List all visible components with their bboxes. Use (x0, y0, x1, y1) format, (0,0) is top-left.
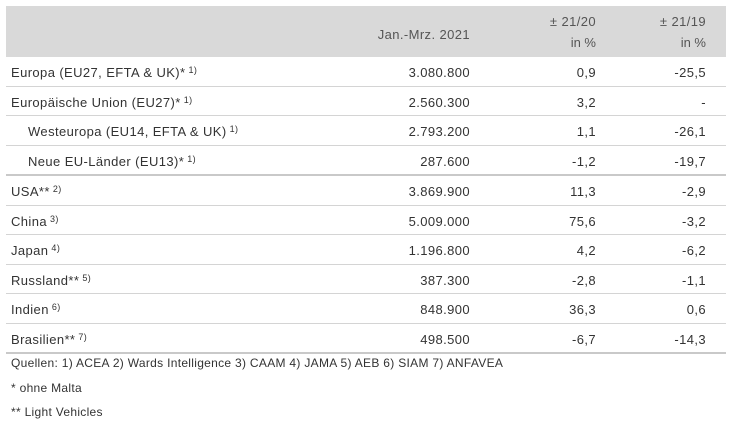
row-label: USA** (11, 184, 50, 199)
row-value: 3.080.800 (408, 65, 470, 80)
header-change-2020-unit: in % (570, 35, 596, 50)
row-label: Westeuropa (EU14, EFTA & UK) (28, 124, 227, 139)
row-change-2019: -19,7 (674, 153, 706, 169)
row-value: 1.196.800 (408, 243, 470, 258)
row-value: 387.300 (420, 272, 470, 288)
row-value: 5.009.000 (408, 213, 470, 229)
row-change-2019: -6,2 (681, 243, 706, 258)
row-value: 2.560.300 (408, 94, 470, 110)
row-change-2019: -3,2 (681, 213, 706, 229)
row-label: Europa (EU27, EFTA & UK)* (11, 65, 186, 80)
table-row: Europäische Union (EU27)* 1) 2.560.300 3,… (6, 87, 726, 116)
row-change-2020: 1,1 (576, 124, 596, 139)
row-footnote: 4) (51, 243, 61, 253)
table-row: USA** 2) 3.869.900 11,3 -2,9 (6, 176, 726, 206)
row-change-2019: 0,6 (686, 302, 706, 317)
table-row: Westeuropa (EU14, EFTA & UK) 1) 2.793.200… (6, 116, 726, 146)
header-period: Jan.-Mrz. 2021 (377, 27, 470, 42)
row-footnote: 7) (78, 331, 88, 342)
row-value: 498.500 (420, 331, 470, 347)
table-row: Brasilien** 7) 498.500 -6,7 -14,3 (6, 324, 726, 354)
row-change-2020: 75,6 (569, 213, 596, 229)
footnotes: Quellen: 1) ACEA 2) Wards Intelligence 3… (11, 355, 503, 429)
row-footnote: 5) (82, 272, 92, 283)
light-vehicles-note: ** Light Vehicles (11, 405, 103, 419)
row-change-2019: - (701, 94, 706, 110)
row-value: 287.600 (420, 153, 470, 169)
row-footnote: 1) (187, 153, 197, 164)
header-change-2019-unit: in % (680, 35, 706, 50)
table-row: Russland** 5) 387.300 -2,8 -1,1 (6, 265, 726, 294)
malta-note: * ohne Malta (11, 380, 82, 395)
row-change-2019: -2,9 (681, 184, 706, 199)
row-change-2020: 36,3 (569, 302, 596, 317)
row-change-2019: -14,3 (674, 331, 706, 347)
sources-note: Quellen: 1) ACEA 2) Wards Intelligence 3… (11, 356, 504, 370)
row-change-2020: 11,3 (570, 184, 596, 199)
row-change-2019: -26,1 (674, 124, 706, 139)
row-footnote: 1) (188, 65, 198, 75)
row-label: Japan (11, 243, 49, 258)
table-row: China 3) 5.009.000 75,6 -3,2 (6, 206, 726, 235)
row-footnote: 6) (51, 302, 61, 312)
row-footnote: 1) (183, 94, 193, 105)
row-change-2020: 4,2 (576, 243, 596, 258)
header-change-2020: ± 21/20 (549, 14, 596, 29)
row-value: 848.900 (420, 302, 470, 317)
row-change-2020: -1,2 (571, 153, 596, 169)
row-footnote: 2) (52, 184, 62, 194)
row-value: 3.869.900 (408, 184, 470, 199)
row-change-2019: -25,5 (674, 65, 706, 80)
table-header: Jan.-Mrz. 2021 ± 21/20 in % ± 21/19 in % (6, 6, 726, 57)
header-change-2019: ± 21/19 (659, 14, 706, 29)
row-label: Neue EU-Länder (EU13)* (28, 153, 185, 169)
row-value: 2.793.200 (408, 124, 470, 139)
row-label: Brasilien** (11, 331, 76, 347)
table-row: Japan 4) 1.196.800 4,2 -6,2 (6, 235, 726, 265)
row-label: Indien (11, 302, 49, 317)
table-row: Indien 6) 848.900 36,3 0,6 (6, 294, 726, 324)
row-change-2020: 3,2 (576, 94, 596, 110)
row-label: Russland** (11, 272, 80, 288)
row-label: China (11, 213, 47, 229)
row-footnote: 1) (229, 124, 239, 134)
row-change-2020: 0,9 (576, 65, 596, 80)
table-row: Neue EU-Länder (EU13)* 1) 287.600 -1,2 -1… (6, 146, 726, 176)
row-change-2019: -1,1 (681, 272, 706, 288)
row-footnote: 3) (49, 213, 59, 224)
sales-table: Jan.-Mrz. 2021 ± 21/20 in % ± 21/19 in %… (6, 6, 726, 354)
table-row: Europa (EU27, EFTA & UK)* 1) 3.080.800 0,… (6, 57, 726, 87)
row-change-2020: -6,7 (571, 331, 596, 347)
row-change-2020: -2,8 (571, 272, 596, 288)
row-label: Europäische Union (EU27)* (11, 94, 181, 110)
